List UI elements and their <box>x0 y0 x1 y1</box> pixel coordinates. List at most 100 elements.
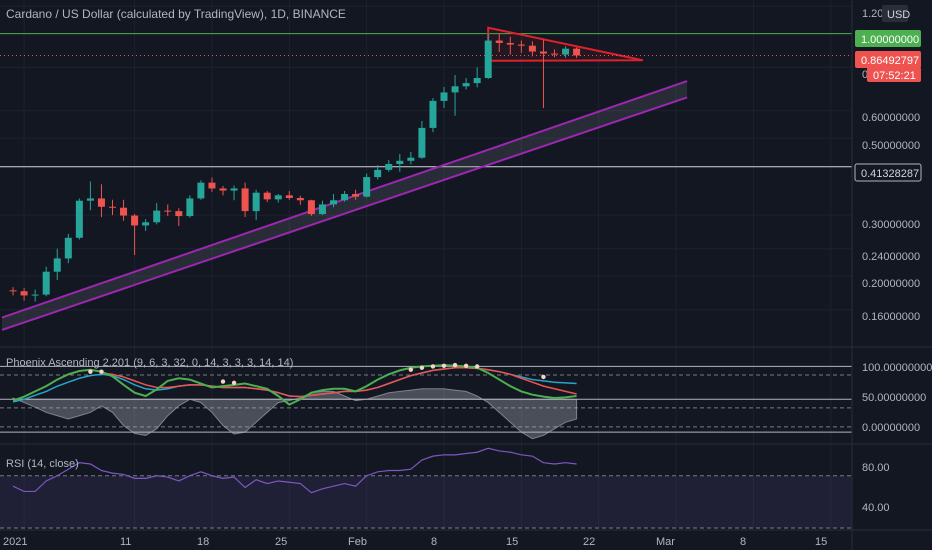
candle-body <box>495 40 503 43</box>
level-2-label-bg <box>854 163 922 182</box>
phoenix-dot <box>463 363 469 368</box>
time-tick: 8 <box>740 536 746 548</box>
candle-body <box>53 258 61 272</box>
candle-body <box>31 294 39 296</box>
currency-label: USD <box>887 9 910 21</box>
last-price-label: 0.86492797 <box>861 55 919 67</box>
rsi-tick: 80.00 <box>862 462 890 474</box>
candle-body <box>208 182 216 189</box>
time-tick: Mar <box>656 536 675 548</box>
level-2-label: 0.41328287 <box>861 168 919 180</box>
candle-body <box>64 237 72 259</box>
price-tick: 0.30000000 <box>862 219 920 231</box>
candle-body <box>318 204 326 215</box>
rsi-line <box>12 447 577 494</box>
time-tick: 8 <box>431 536 437 548</box>
channel-lower-line <box>1 96 688 331</box>
phoenix-shadow-area <box>12 388 578 440</box>
price-tick: 0.24000000 <box>862 251 920 263</box>
candle-body <box>164 210 172 212</box>
candle-body <box>120 207 128 216</box>
candle-body <box>230 188 238 191</box>
candle-body <box>440 92 448 101</box>
rsi-tick: 40.00 <box>862 502 890 514</box>
candle-body <box>42 271 50 295</box>
time-tick: 22 <box>583 536 595 548</box>
candle-body <box>396 160 404 165</box>
candlestick-series <box>9 33 581 302</box>
time-tick: 15 <box>506 536 518 548</box>
channel-fill <box>2 81 688 330</box>
grid-lines <box>0 0 852 530</box>
level-1-label-bg <box>855 30 921 47</box>
currency-button[interactable] <box>882 5 908 22</box>
price-tick-top: 1.20 <box>862 8 883 20</box>
level-1-label: 1.00000000 <box>861 34 919 46</box>
phoenix-legend: Phoenix Ascending 2.201 (9, 6, 3, 32, 0,… <box>6 357 293 369</box>
rsi-band <box>0 475 852 528</box>
candle-body <box>363 177 371 197</box>
candle-body <box>352 194 360 197</box>
candle-body <box>341 194 349 201</box>
candle-body <box>407 157 415 161</box>
candle-body <box>75 200 83 238</box>
phoenix-dot <box>408 367 414 372</box>
price-tick: 0.50000000 <box>862 140 920 152</box>
candle-body <box>296 197 304 201</box>
time-tick: 11 <box>120 536 131 548</box>
phoenix-tick: 0.00000000 <box>862 422 920 434</box>
candle-body <box>131 215 139 226</box>
price-axis[interactable]: 1.20 0. 0.60000000 0.50000000 0.30000000… <box>862 8 920 323</box>
candle-body <box>285 195 293 198</box>
last-price-label-bg <box>855 51 921 68</box>
rsi-axis[interactable]: 80.00 40.00 <box>862 462 890 514</box>
candle-body <box>153 210 161 223</box>
candle-body <box>573 48 581 56</box>
phoenix-dot <box>99 369 104 374</box>
candle-body <box>263 192 271 200</box>
countdown-label: 07:52:21 <box>873 70 916 82</box>
phoenix-dot <box>231 380 237 386</box>
candle-body <box>307 200 315 215</box>
price-tick: 0.20000000 <box>862 278 920 290</box>
phoenix-dot <box>419 365 425 370</box>
candle-body <box>274 195 282 200</box>
candle-body <box>418 127 426 158</box>
price-tick: 0.60000000 <box>862 112 920 124</box>
phoenix-dot <box>474 364 480 369</box>
candle-body <box>175 211 183 217</box>
rsi-legend: RSI (14, close) <box>6 458 79 470</box>
candle-body <box>20 291 28 296</box>
candle-body <box>517 44 525 46</box>
time-tick: 18 <box>197 536 209 548</box>
candle-body <box>142 222 150 226</box>
candle-body <box>562 48 570 55</box>
candle-body <box>385 164 393 170</box>
candle-body <box>252 192 260 212</box>
candle-body <box>484 40 492 78</box>
candle-body <box>374 169 382 178</box>
time-tick: Feb <box>348 536 367 548</box>
candle-body <box>97 198 105 207</box>
phoenix-dot <box>220 379 226 384</box>
candle-body <box>528 45 536 52</box>
candle-body <box>462 83 470 87</box>
phoenix-indicator <box>0 362 852 440</box>
phoenix-dot <box>88 369 93 374</box>
time-axis[interactable]: 2021 11 18 25 Feb 8 15 22 Mar 8 15 <box>3 536 827 548</box>
price-tick: 0.16000000 <box>862 311 920 323</box>
candle-body <box>473 77 481 84</box>
time-tick: 2021 <box>3 536 27 548</box>
candle-body <box>241 188 249 212</box>
candle-body <box>9 290 17 292</box>
time-tick: 15 <box>815 536 827 548</box>
phoenix-dot <box>441 363 447 368</box>
phoenix-axis[interactable]: 100.00000000 50.00000000 0.00000000 <box>862 362 932 434</box>
price-tick-partial: 0. <box>862 69 871 81</box>
candle-body <box>219 188 227 191</box>
time-tick: 25 <box>275 536 287 548</box>
candle-body <box>186 198 194 217</box>
candle-body <box>451 86 459 93</box>
